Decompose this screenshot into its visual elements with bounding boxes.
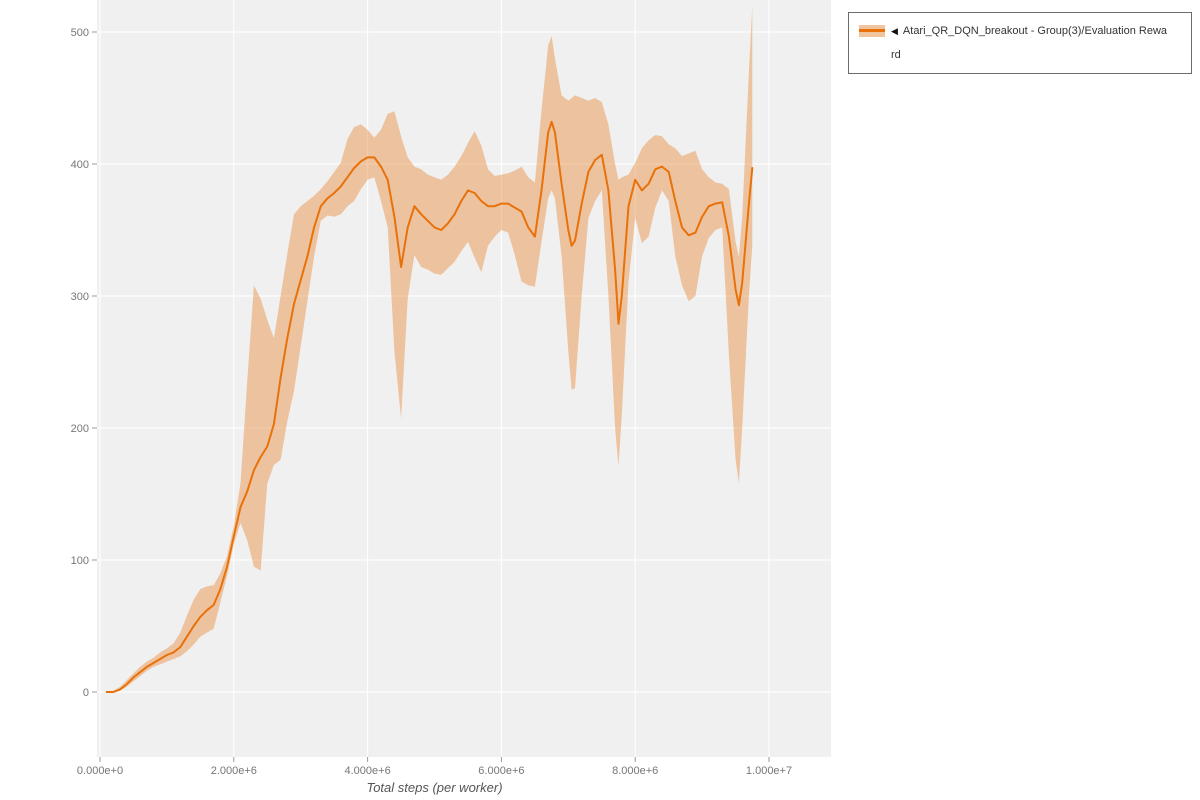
x-tick-label: 0.000e+0 <box>77 765 123 777</box>
x-tick-label: 6.000e+6 <box>478 765 524 777</box>
x-tick-label: 8.000e+6 <box>612 765 658 777</box>
y-tick-label: 300 <box>71 291 89 303</box>
y-tick-label: 500 <box>71 27 89 39</box>
y-tick-label: 400 <box>71 159 89 171</box>
reward-chart[interactable]: 0 100 200 300 400 500 0.000e+0 2.000e+6 4.000e+6… <box>0 0 845 800</box>
x-tick-label: 1.000e+7 <box>746 765 792 777</box>
legend-series-label: ◀ Atari_QR_DQN_breakout - Group(3)/Evalua… <box>891 19 1181 67</box>
confidence-band <box>106 5 753 693</box>
x-tick-label: 4.000e+6 <box>345 765 391 777</box>
y-tick-label: 100 <box>71 555 89 567</box>
legend-label-line1: Atari_QR_DQN_breakout - Group(3)/Evaluat… <box>902 25 1168 37</box>
legend-series-swatch <box>859 25 885 37</box>
legend-collapse-icon[interactable]: ◀ <box>891 26 898 36</box>
y-tick-label: 0 <box>83 687 89 699</box>
legend-label-line2: rd <box>891 49 901 61</box>
x-tick-label: 2.000e+6 <box>211 765 257 777</box>
plot-area[interactable] <box>97 0 831 757</box>
legend[interactable]: ◀ Atari_QR_DQN_breakout - Group(3)/Evalua… <box>848 12 1192 74</box>
series-line <box>105 120 754 693</box>
y-tick-label: 200 <box>71 423 89 435</box>
legend-swatch-line-icon <box>859 29 885 32</box>
x-axis-title: Total steps (per worker) <box>366 780 503 795</box>
